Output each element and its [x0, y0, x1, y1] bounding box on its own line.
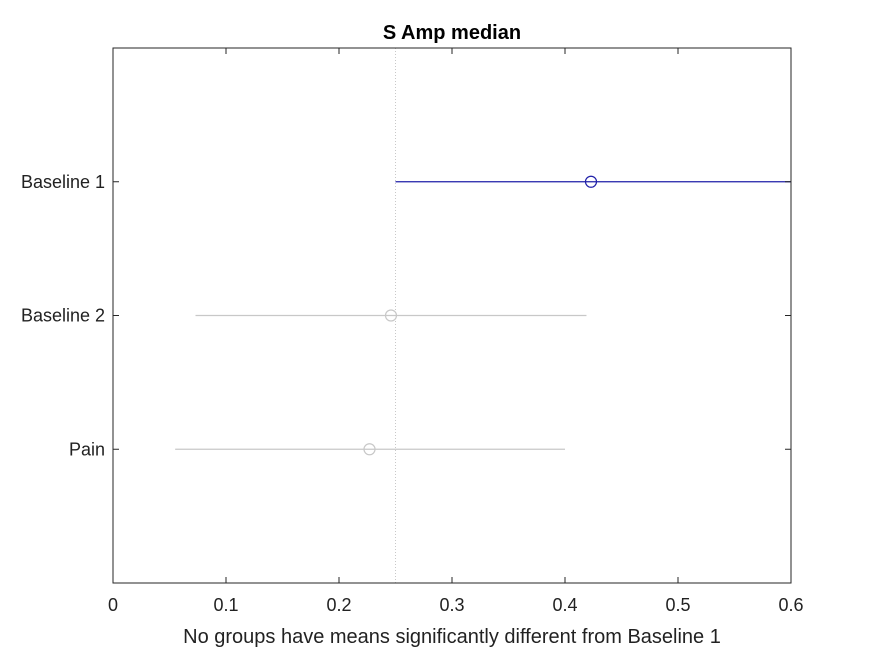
x-tick-label: 0.5 [665, 595, 690, 615]
x-tick-label: 0.4 [552, 595, 577, 615]
chart-title: S Amp median [383, 22, 521, 44]
mean-marker [363, 443, 376, 456]
y-tick-label: Baseline 2 [21, 306, 105, 326]
x-axis-label: No groups have means significantly diffe… [183, 626, 721, 648]
x-tick-label: 0.2 [326, 595, 351, 615]
x-tick-label: 0 [108, 595, 118, 615]
y-tick-label: Pain [69, 439, 105, 459]
x-tick-label: 0.1 [213, 595, 238, 615]
y-tick-label: Baseline 1 [21, 172, 105, 192]
x-tick-label: 0.6 [778, 595, 803, 615]
x-tick-label: 0.3 [439, 595, 464, 615]
mean-marker [384, 309, 398, 322]
mean-marker [584, 175, 598, 188]
